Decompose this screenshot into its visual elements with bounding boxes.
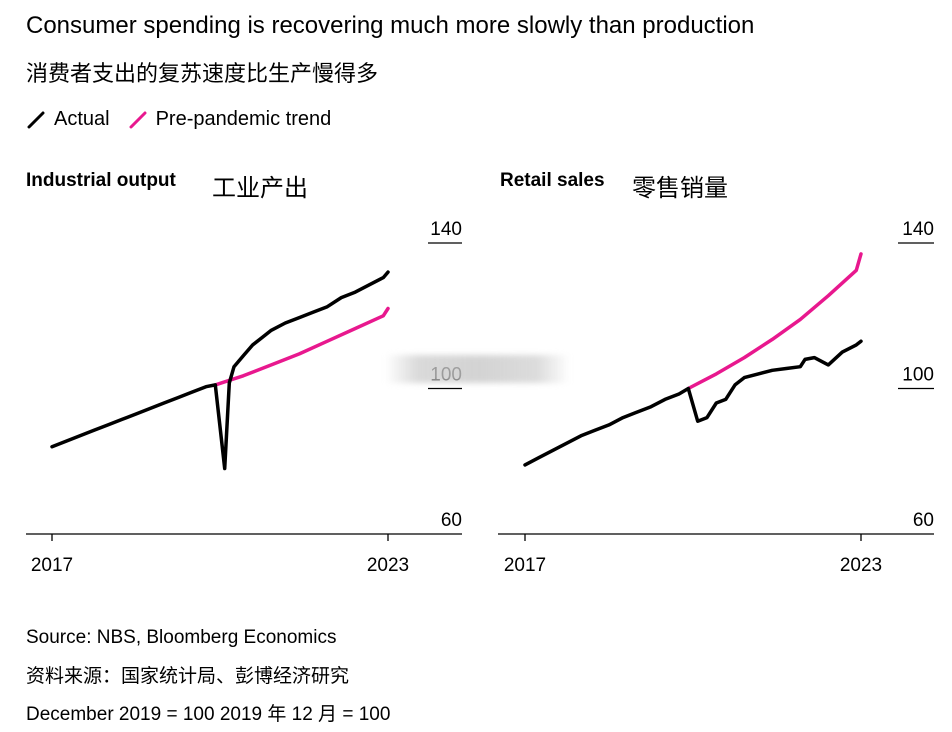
y-tick-label-140: 140 <box>430 219 462 240</box>
legend-label-actual: Actual <box>54 108 110 130</box>
y-tick-label-140: 140 <box>902 219 934 240</box>
series-line-pre-pandemic-trend <box>213 306 390 387</box>
legend-label-trend: Pre-pandemic trend <box>155 108 332 130</box>
y-tick-label-60: 60 <box>441 510 462 531</box>
chart-panel-retail-sales: 60 100 140 2017 2023 <box>498 219 934 576</box>
x-tick-label-2017: 2017 <box>504 555 546 576</box>
blurred-watermark <box>385 355 570 383</box>
panel-title-industrial-output: Industrial output <box>26 170 176 191</box>
panel-title-industrial-output-chinese: 工业产出 <box>212 174 308 202</box>
series-line-actual <box>523 339 863 467</box>
legend-swatch-actual <box>27 111 45 128</box>
legend-swatch-trend <box>129 111 147 128</box>
source-note-chinese: 资料来源：国家统计局、彭博经济研究 <box>26 665 350 687</box>
series-line-actual <box>50 270 390 471</box>
x-tick-label-2017: 2017 <box>31 555 73 576</box>
x-tick-label-2023: 2023 <box>840 555 882 576</box>
y-tick-label-60: 60 <box>913 510 934 531</box>
panel-title-retail-sales-chinese: 零售销量 <box>632 174 728 202</box>
index-base-note: December 2019 = 100 2019 年 12 月 = 100 <box>26 704 391 725</box>
panel-title-retail-sales: Retail sales <box>500 170 605 191</box>
chart-title: Consumer spending is recovering much mor… <box>26 12 755 39</box>
chart-subtitle-chinese: 消费者支出的复苏速度比生产慢得多 <box>26 62 379 87</box>
x-tick-label-2023: 2023 <box>367 555 409 576</box>
series-line-pre-pandemic-trend <box>686 252 863 391</box>
legend: Actual Pre-pandemic trend <box>26 108 349 131</box>
legend-item-actual: Actual <box>26 108 110 131</box>
source-note: Source: NBS, Bloomberg Economics <box>26 627 337 648</box>
y-tick-label-100: 100 <box>902 365 934 386</box>
legend-item-trend: Pre-pandemic trend <box>128 108 332 131</box>
